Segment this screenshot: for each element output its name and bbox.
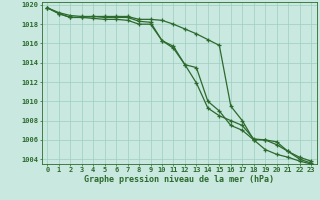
X-axis label: Graphe pression niveau de la mer (hPa): Graphe pression niveau de la mer (hPa)	[84, 175, 274, 184]
